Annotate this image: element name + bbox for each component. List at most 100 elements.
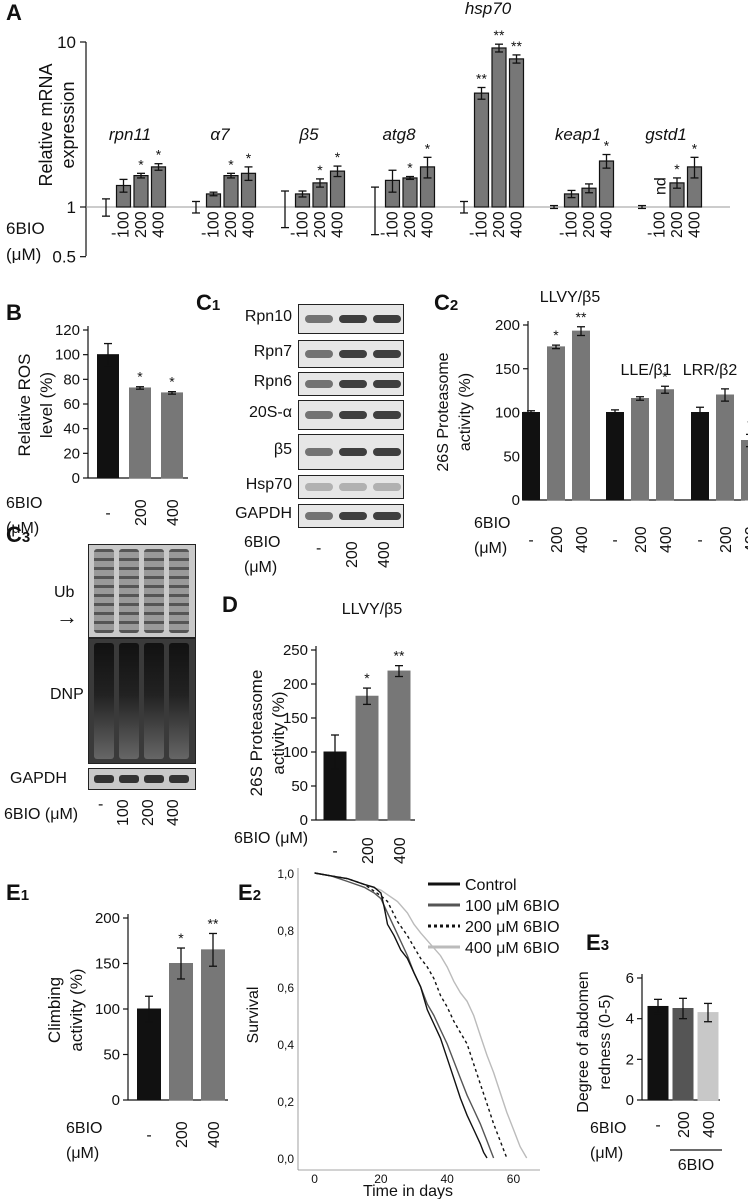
B-tick-label: 20 [63, 445, 80, 462]
a-bar [223, 174, 239, 208]
a-gene-label: rpn11 [109, 125, 151, 144]
c1-band [339, 448, 367, 456]
e2-x-label: Time in days [363, 1183, 453, 1199]
a-dose-label: 200 [133, 211, 150, 238]
E1-tick-label: 50 [103, 1047, 120, 1064]
D-tick-label: 0 [300, 812, 308, 829]
panel-label-e1-sub: 1 [20, 887, 30, 904]
c1-band [373, 512, 401, 520]
e2-legend-label: Control [465, 877, 517, 894]
a-gene-label: atg8 [382, 125, 416, 144]
c1-band [305, 315, 333, 323]
a-y-label: expression [58, 81, 78, 168]
a-y-label: Relative mRNA [36, 63, 56, 186]
D-tick-label: 150 [283, 710, 308, 727]
d-title: LLVY/β5 [342, 601, 403, 618]
c1-band-label: Hsp70 [245, 476, 292, 493]
c1-blot-strip [298, 340, 404, 368]
e2-legend-label: 200 μM 6BIO [465, 919, 560, 936]
c1-lane-label: - [316, 540, 322, 557]
a-tick-label: 0.5 [52, 248, 76, 267]
panel-label-d: D [222, 592, 238, 617]
B-bar [97, 354, 119, 479]
a-significance: * [407, 160, 413, 176]
c3-arrow-icon: → [56, 604, 78, 629]
c1-lane-label: 200 [344, 541, 361, 568]
C2-bar [741, 440, 748, 501]
D-tick-label: 50 [291, 778, 308, 795]
c2-y-label: activity (%) [457, 373, 474, 451]
c1-band [373, 448, 401, 456]
c3-lane-smear [119, 549, 139, 633]
panel-label-e3-letter: E [586, 930, 601, 955]
C2-bar [547, 346, 565, 501]
e3-y-label: Degree of abdomen [575, 971, 592, 1112]
B-category-label: 400 [165, 499, 182, 526]
E1-category-label: 200 [174, 1121, 191, 1148]
a-significance: * [425, 140, 431, 156]
b-treatment-unit: (μM) [6, 520, 39, 537]
E1-category-label: 400 [206, 1121, 223, 1148]
a-tick-label: 1 [67, 198, 76, 217]
c3-lane-smear [94, 775, 114, 783]
c2-treatment-label: 6BIO [474, 515, 510, 532]
c3-lane-smear [169, 775, 189, 783]
a-significance: * [138, 156, 144, 172]
c1-band [373, 483, 401, 491]
a-bar [133, 174, 149, 208]
e2-tick-label: 0,4 [277, 1038, 294, 1052]
a-dose-label: - [647, 225, 652, 242]
E1-tick-label: 200 [95, 910, 120, 927]
panel-label-c2-sub: 2 [449, 297, 459, 314]
a-gene-label: gstd1 [645, 125, 687, 144]
D-category-label: - [332, 843, 337, 860]
B-tick-label: 80 [63, 371, 80, 388]
C2-category-label: 400 [743, 526, 748, 553]
C2-significance: ** [576, 309, 587, 325]
c1-band-label: Rpn6 [253, 373, 292, 390]
e2-legend-label: 100 μM 6BIO [465, 898, 560, 915]
E1-bar [201, 949, 225, 1101]
D-significance: * [364, 670, 370, 686]
B-tick-label: 60 [63, 396, 80, 413]
panel-label-a: A [6, 0, 22, 25]
E3-category-label: 200 [676, 1111, 693, 1138]
c2-treatment-unit: (μM) [474, 540, 507, 557]
e2-tick-label: 20 [374, 1172, 388, 1186]
a-dose-label: 400 [599, 211, 616, 238]
c1-blot-strip [298, 475, 404, 499]
a-dose-label: 200 [669, 211, 686, 238]
panel-label-e2-sub: 2 [252, 887, 262, 904]
D-significance: ** [394, 648, 405, 664]
panel-label-e3-sub: 3 [600, 937, 610, 954]
B-tick-label: 0 [72, 470, 80, 487]
a-bar [473, 92, 490, 208]
e1-y-label: activity (%) [67, 968, 86, 1051]
C2-bar [716, 394, 734, 501]
D-tick-label: 250 [283, 642, 308, 659]
c1-band [339, 315, 367, 323]
E1-tick-label: 150 [95, 956, 120, 973]
B-tick-label: 120 [55, 322, 80, 339]
a-gene-label: keap1 [555, 125, 601, 144]
c1-band [373, 350, 401, 358]
a-dose-label: 200 [312, 211, 329, 238]
e2-tick-label: 40 [440, 1172, 454, 1186]
e3-treatment-unit: (μM) [590, 1145, 623, 1162]
panel-label-b: B [6, 300, 22, 325]
c1-band [339, 483, 367, 491]
c3-lane-label: 200 [140, 799, 157, 826]
panel-label-c2: C2 [434, 290, 458, 316]
e3-group-label: 6BIO [678, 1157, 714, 1174]
e1-treatment-unit: (μM) [66, 1145, 99, 1162]
a-dose-label: - [201, 225, 206, 242]
a-bar [402, 177, 418, 208]
E3-tick-label: 2 [626, 1051, 634, 1068]
d-y-label: 26S Proteasome [247, 670, 266, 797]
panel-label-e3: E3 [586, 930, 609, 956]
e2-tick-label: 0,0 [277, 1152, 294, 1166]
a-dose-label: - [469, 225, 474, 242]
panel-label-e1-letter: E [6, 880, 21, 905]
a-significance: ** [494, 27, 505, 43]
a-not-detected: nd [653, 177, 670, 195]
